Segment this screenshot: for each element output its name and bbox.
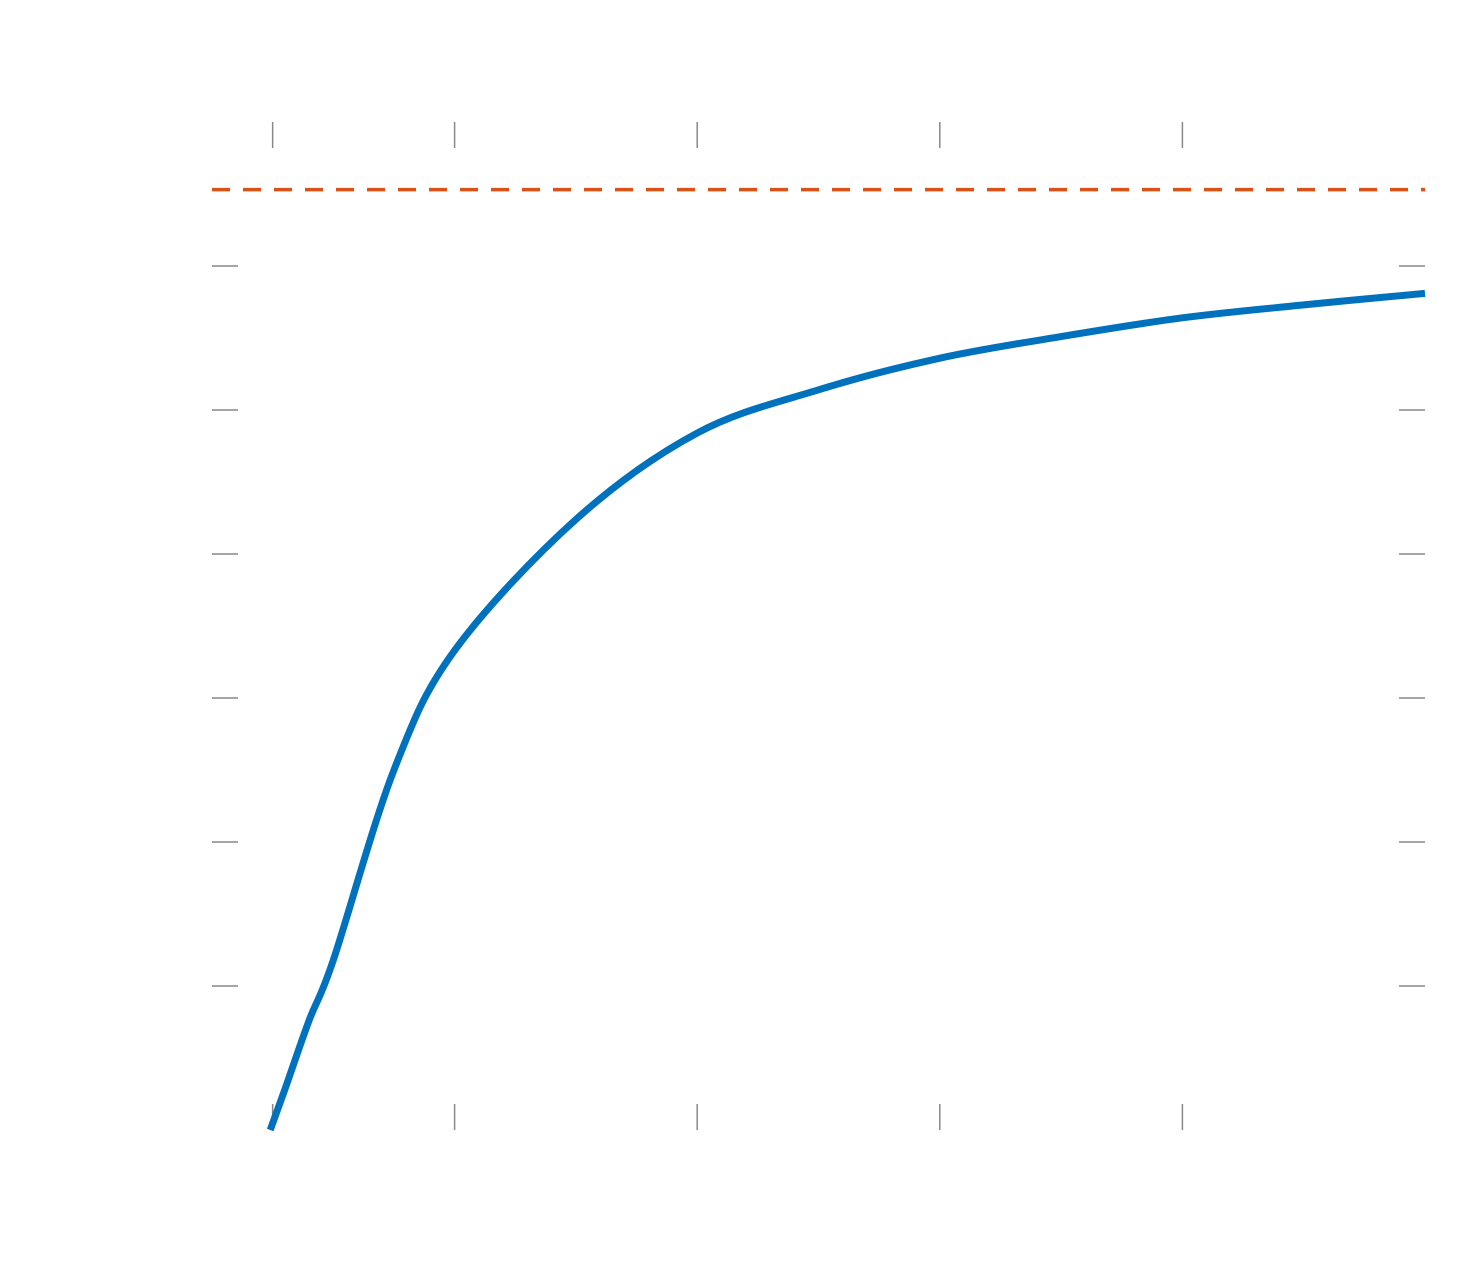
line-series <box>266 289 1426 1132</box>
